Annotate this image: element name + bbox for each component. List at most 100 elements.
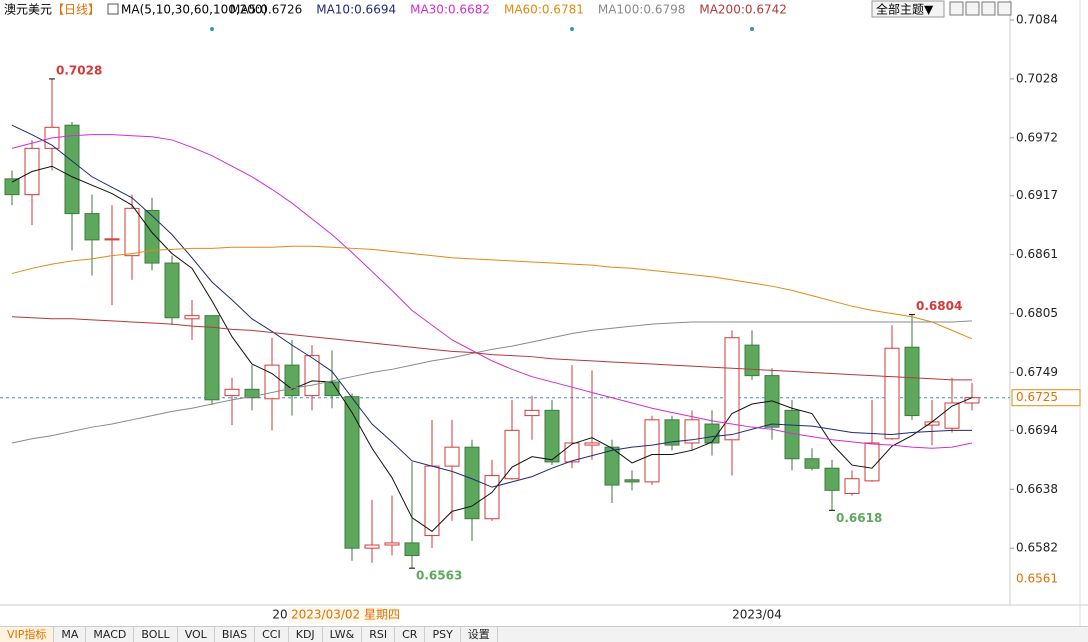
annotation-label: 0.6618: [836, 511, 882, 525]
tab[interactable]: 设置: [461, 627, 498, 642]
tool-button[interactable]: [997, 1, 1012, 16]
tab[interactable]: LW&: [323, 627, 363, 642]
y-tick-label: 0.6917: [1016, 188, 1058, 202]
y-tick-label: 0.6861: [1016, 247, 1058, 261]
candle-body: [84, 213, 100, 241]
candle-body: [424, 465, 440, 537]
candle-body: [704, 423, 720, 444]
tab[interactable]: BIAS: [215, 627, 256, 642]
candle-body: [384, 542, 400, 546]
marker-dot: [570, 27, 574, 31]
candle-body: [624, 479, 640, 483]
crosshair-box: [289, 607, 397, 623]
candle-body: [544, 409, 560, 463]
candle-body: [464, 446, 480, 520]
candle-body: [744, 344, 760, 377]
ma-line: [11, 165, 973, 532]
candle-body: [884, 347, 900, 440]
candle-body: [364, 544, 380, 549]
candle-body: [644, 419, 660, 483]
y-tick-label: 0.6972: [1016, 130, 1058, 144]
tab[interactable]: BOLL: [134, 627, 178, 642]
annotation-label: 0.7028: [56, 63, 102, 77]
candle-body: [524, 409, 540, 417]
y-tick-label: 0.6582: [1016, 541, 1058, 555]
candle-body: [804, 458, 820, 469]
candle-body: [224, 388, 240, 397]
candle-body: [504, 429, 520, 480]
indicator-tabs: VIP指标 MA MACD BOLL VOL BIAS CCI KDJ LW& RSI CR PSY 设…: [0, 626, 1088, 642]
ma-line: [11, 245, 973, 340]
icon[interactable]: [107, 3, 119, 15]
symbol: 澳元美元: [4, 3, 52, 17]
candle-body: [184, 315, 200, 320]
indicator: MA(5,10,30,60,100,200): [121, 3, 267, 17]
legend-entry: MA30:0.6682: [410, 3, 490, 17]
y-tick-label: 0.6805: [1016, 306, 1058, 320]
tab[interactable]: MA: [54, 627, 87, 642]
tab[interactable]: KDJ: [289, 627, 323, 642]
axis-low-label: 0.6561: [1016, 572, 1058, 586]
legend-entry: MA100:0.6798: [598, 3, 686, 17]
tool-button[interactable]: [981, 1, 996, 16]
y-tick-label: 0.6694: [1016, 423, 1058, 437]
tab[interactable]: VOL: [178, 627, 215, 642]
candle-body: [564, 442, 580, 463]
candle-body: [584, 442, 600, 446]
tab[interactable]: MACD: [86, 627, 135, 642]
legend-entry: MA200:0.6742: [699, 3, 787, 17]
candle-body: [484, 475, 500, 520]
marker-dot: [210, 27, 214, 31]
candle-body: [404, 542, 420, 557]
tab[interactable]: RSI: [362, 627, 396, 642]
y-tick-label: 0.7028: [1016, 71, 1058, 85]
candle-body: [144, 209, 160, 264]
candle-body: [164, 262, 180, 319]
chart: 澳元美元 【日线】 MA(5,10,30,60,100,200) 全部主题▼ 0…: [0, 0, 1088, 626]
ma-line: [11, 316, 972, 381]
tab[interactable]: VIP指标: [0, 627, 55, 642]
ma-line: [11, 134, 973, 449]
legend-entry: MA10:0.6694: [316, 3, 396, 17]
candle-body: [904, 346, 920, 417]
candle-body: [244, 388, 260, 399]
candle-body: [604, 446, 620, 486]
background: [0, 0, 1088, 626]
candle-body: [724, 337, 740, 441]
candle-body: [664, 419, 680, 446]
candle-body: [104, 238, 120, 241]
x-tick-label: 2023/04: [732, 608, 782, 622]
legend-entry: MA5:0.6726: [230, 3, 302, 17]
candle-body: [964, 397, 980, 404]
tool-button[interactable]: [949, 1, 964, 16]
annotation-label: 0.6804: [916, 299, 962, 313]
tool-button[interactable]: [965, 1, 980, 16]
annotation-label: 0.6563: [416, 569, 462, 583]
ma-line: [11, 124, 972, 488]
theme-button[interactable]: [871, 0, 945, 18]
ma-line: [11, 320, 973, 444]
candle-body: [344, 396, 360, 549]
candle-body: [684, 419, 700, 444]
candle-body: [124, 207, 140, 257]
candle-body: [204, 315, 220, 401]
candle-body: [284, 364, 300, 397]
crosshair-label: 2023/03/02 星期四: [291, 608, 400, 622]
candle-body: [444, 446, 460, 467]
candle-body: [64, 124, 80, 215]
candle-body: [824, 467, 840, 491]
legend-entry: MA60:0.6781: [504, 3, 584, 17]
candle-body: [844, 478, 860, 494]
tab[interactable]: CR: [395, 627, 426, 642]
period: 【日线】: [52, 3, 100, 17]
tab[interactable]: CCI: [255, 627, 289, 642]
y-tick-label: 0.7084: [1016, 12, 1058, 26]
x-tick-label: 20: [272, 608, 287, 622]
tab[interactable]: PSY: [425, 627, 461, 642]
marker-dot: [750, 27, 754, 31]
last-price-box: [1011, 389, 1081, 407]
candle-body: [264, 364, 280, 400]
y-tick-label: 0.6638: [1016, 482, 1058, 496]
candle-body: [4, 178, 20, 196]
